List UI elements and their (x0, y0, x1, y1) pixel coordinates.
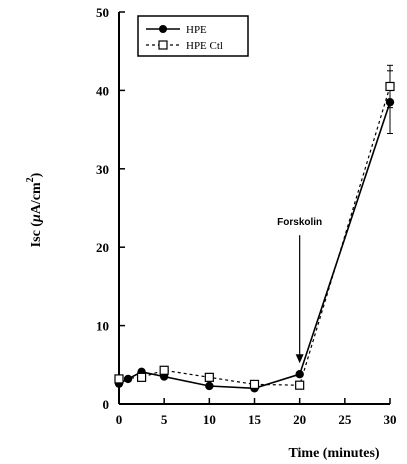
series-layer (114, 64, 395, 393)
data-point (123, 374, 133, 384)
y-ticks: 0 10 20 30 40 50 (96, 5, 125, 412)
legend-marker-hpe-ctl (158, 40, 168, 50)
series-line (118, 101, 391, 390)
y-tick-label: 40 (96, 83, 109, 98)
series-hpe (114, 70, 395, 393)
annotation-layer: Forskolin (277, 217, 322, 364)
y-tick-label: 20 (96, 240, 109, 255)
data-point (385, 81, 395, 92)
data-point (136, 372, 147, 382)
y-tick-label: 30 (96, 162, 109, 177)
x-tick-label: 20 (293, 412, 306, 427)
x-ticks: 0 5 10 15 20 25 30 (116, 398, 397, 427)
legend-box (137, 15, 249, 57)
y-tick-label: 10 (96, 319, 109, 334)
y-axis-title-suffix: ) (29, 172, 44, 177)
legend-label-hpe-ctl: HPE Ctl (186, 40, 223, 52)
x-axis-title: Time (minutes) (288, 446, 379, 461)
x-tick-label: 25 (338, 412, 352, 427)
y-axis-title-mu: μ (29, 214, 44, 223)
legend-marker-hpe (159, 25, 167, 33)
data-point (295, 380, 305, 390)
y-axis-title-unit: A/cm (29, 182, 44, 214)
legend: HPE HPE Ctl (137, 15, 249, 57)
y-tick-label: 50 (96, 5, 109, 20)
x-tick-label: 5 (161, 412, 168, 427)
legend-label-hpe: HPE (186, 24, 207, 36)
series-line (118, 86, 391, 386)
data-point (204, 372, 214, 382)
x-tick-label: 0 (116, 412, 123, 427)
x-tick-label: 10 (203, 412, 216, 427)
y-tick-label: 0 (103, 397, 110, 412)
annotation-arrow-head (295, 354, 304, 364)
annotation-label: Forskolin (277, 217, 322, 228)
x-tick-label: 30 (384, 412, 397, 427)
data-point (114, 374, 124, 384)
data-point (205, 381, 214, 391)
plot-area: 0 10 20 30 40 50 0 5 10 15 20 25 30 Forskolin (96, 5, 397, 427)
y-axis-title-prefix: Isc ( (29, 222, 44, 248)
data-point (249, 379, 260, 389)
y-axis-title: Isc (μA/cm2) (25, 172, 44, 247)
y-axis-title-exp: 2 (25, 177, 36, 182)
data-point (159, 365, 169, 375)
series-hpe-ctl (114, 64, 395, 390)
x-tick-label: 15 (248, 412, 262, 427)
